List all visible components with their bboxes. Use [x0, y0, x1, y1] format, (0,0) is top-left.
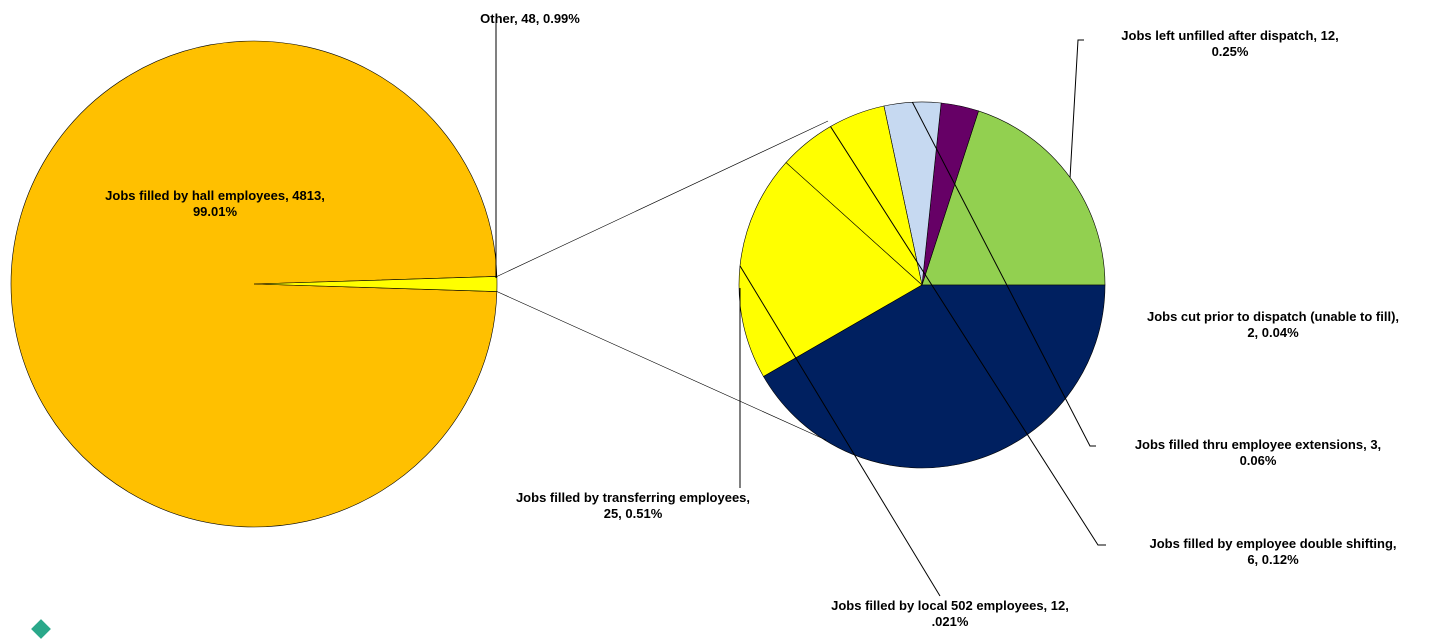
label-cut-prior: Jobs cut prior to dispatch (unable to fi…	[1103, 309, 1443, 341]
label-other: Other, 48, 0.99%	[440, 11, 620, 27]
label-other-line1: Other, 48, 0.99%	[480, 11, 580, 26]
label-double-shifting-line2: 6, 0.12%	[1247, 552, 1299, 567]
label-left-unfilled-line1: Jobs left unfilled after dispatch, 12,	[1121, 28, 1339, 43]
label-extensions-line1: Jobs filled thru employee extensions, 3,	[1134, 437, 1382, 452]
slice-jobs-filled-by-hall-employees	[10, 40, 498, 528]
leader-line-extensions	[911, 102, 1096, 447]
label-double-shifting-line1: Jobs filled by employee double shifting,	[1149, 536, 1397, 551]
leader-line-double-shifting	[830, 126, 1106, 546]
label-hall-employees-line2: 99.01%	[192, 204, 238, 219]
label-transferring-line2: 25, 0.51%	[603, 506, 663, 521]
label-hall-employees-line1: Jobs filled by hall employees, 4813,	[105, 188, 325, 203]
label-extensions-line2: 0.06%	[1239, 453, 1277, 468]
label-local-502-line1: Jobs filled by local 502 employees, 12,	[831, 598, 1069, 613]
leader-line-left-unfilled	[1069, 39, 1084, 178]
label-hall-employees: Jobs filled by hall employees, 4813, 99.…	[60, 188, 370, 220]
label-local-502: Jobs filled by local 502 employees, 12, …	[780, 598, 1120, 630]
label-left-unfilled-line2: 0.25%	[1211, 44, 1249, 59]
label-transferring-line1: Jobs filled by transferring employees,	[515, 490, 751, 505]
slice-jobs-left-unfilled-after-dispatch	[921, 110, 1106, 286]
label-cut-prior-line1: Jobs cut prior to dispatch (unable to fi…	[1146, 309, 1400, 324]
label-local-502-line2: .021%	[931, 614, 969, 629]
label-double-shifting: Jobs filled by employee double shifting,…	[1108, 536, 1438, 568]
connector-line-top	[496, 120, 829, 277]
leader-line-local-502	[739, 265, 941, 597]
label-cut-prior-line2: 2, 0.04%	[1247, 325, 1299, 340]
label-transferring: Jobs filled by transferring employees, 2…	[478, 490, 788, 522]
connector-line-bottom	[496, 291, 827, 441]
label-left-unfilled: Jobs left unfilled after dispatch, 12, 0…	[1080, 28, 1380, 60]
slice-other	[253, 276, 498, 292]
label-extensions: Jobs filled thru employee extensions, 3,…	[1098, 437, 1418, 469]
